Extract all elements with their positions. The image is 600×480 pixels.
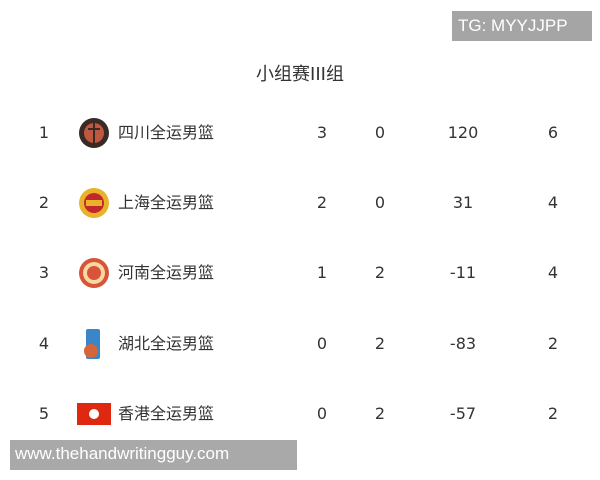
- team-name: 四川全运男篮: [118, 123, 215, 142]
- points: 2: [547, 334, 559, 353]
- point-diff: -83: [449, 334, 477, 353]
- page-title: 小组赛III组: [256, 64, 344, 85]
- team-name: 上海全运男篮: [118, 193, 215, 212]
- losses: 0: [374, 123, 386, 142]
- rank: 1: [38, 123, 50, 142]
- table-row: 3 河南全运男篮 1 2 -11 4: [0, 253, 600, 293]
- rank: 3: [38, 263, 50, 282]
- table-row: 2 上海全运男篮 2 0 31 4: [0, 183, 600, 223]
- team-name: 湖北全运男篮: [118, 334, 215, 353]
- team-name: 香港全运男篮: [118, 404, 215, 423]
- table-row: 5 香港全运男篮 0 2 -57 2: [0, 394, 600, 434]
- wins: 0: [316, 404, 328, 423]
- hong-kong-flag-icon: [77, 403, 111, 425]
- losses: 2: [374, 404, 386, 423]
- henan-logo-icon: [79, 258, 109, 288]
- points: 6: [547, 123, 559, 142]
- losses: 0: [374, 193, 386, 212]
- watermark-url: www.thehandwritingguy.com: [10, 440, 297, 470]
- wins: 0: [316, 334, 328, 353]
- point-diff: 31: [452, 193, 474, 212]
- points: 4: [547, 263, 559, 282]
- losses: 2: [374, 263, 386, 282]
- points: 4: [547, 193, 559, 212]
- hubei-logo-icon: [84, 329, 100, 359]
- point-diff: -11: [449, 263, 477, 282]
- rank: 2: [38, 193, 50, 212]
- point-diff: 120: [447, 123, 479, 142]
- watermark-tg: TG: MYYJJPP: [452, 11, 592, 41]
- table-row: 1 四川全运男篮 3 0 120 6: [0, 113, 600, 153]
- wins: 1: [316, 263, 328, 282]
- table-row: 4 湖北全运男篮 0 2 -83 2: [0, 324, 600, 364]
- losses: 2: [374, 334, 386, 353]
- points: 2: [547, 404, 559, 423]
- point-diff: -57: [449, 404, 477, 423]
- wins: 3: [316, 123, 328, 142]
- sichuan-logo-icon: [79, 118, 109, 148]
- rank: 4: [38, 334, 50, 353]
- rank: 5: [38, 404, 50, 423]
- shanghai-logo-icon: [79, 188, 109, 218]
- team-name: 河南全运男篮: [118, 263, 215, 282]
- wins: 2: [316, 193, 328, 212]
